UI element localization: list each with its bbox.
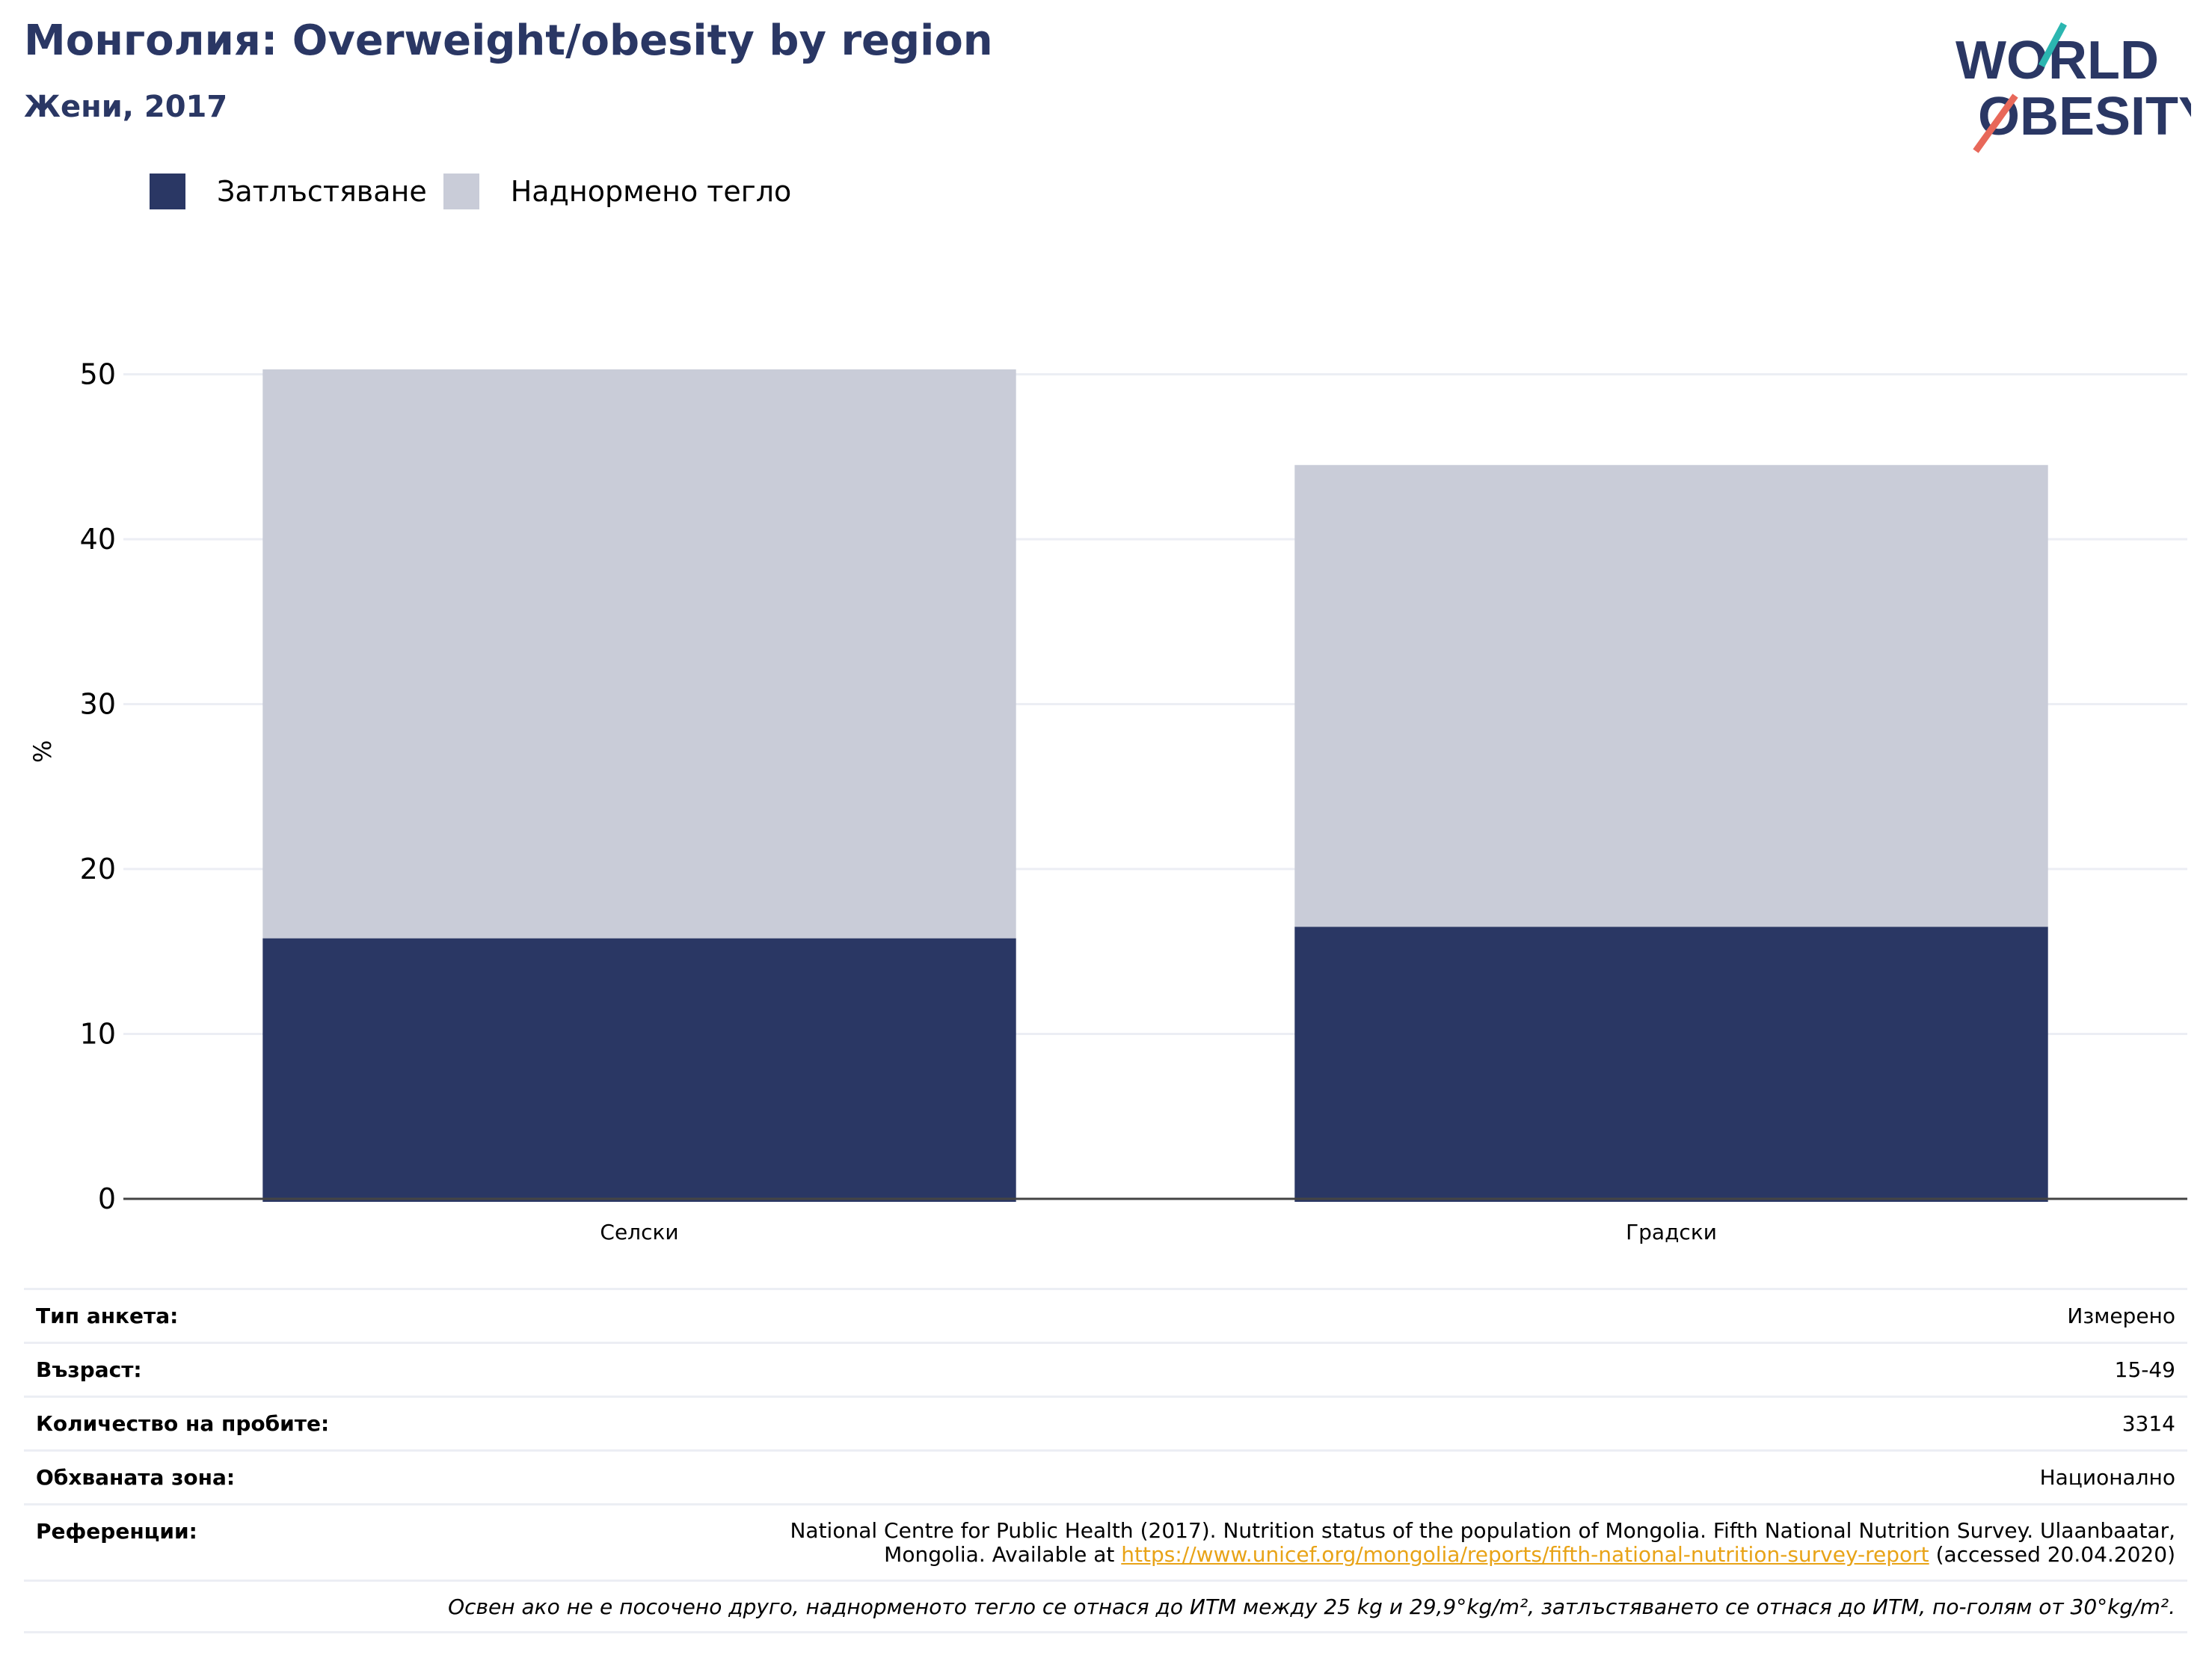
chart-subtitle: Жени, 2017 <box>24 90 228 124</box>
info-row-sample: Количество на пробите: 3314 <box>24 1396 2187 1449</box>
area-label: Обхваната зона: <box>36 1465 236 1490</box>
logo-teal-stroke <box>2039 22 2067 68</box>
survey-info-table: Тип анкета: Измерено Възраст: 15-49 Коли… <box>24 1288 2187 1633</box>
sample-label: Количество на пробите: <box>36 1411 330 1436</box>
y-tick-label: 30 <box>80 688 116 721</box>
info-row-survey-type: Тип анкета: Измерено <box>24 1288 2187 1342</box>
world-obesity-logo: WORLD OBESITY <box>1956 22 2191 153</box>
survey-type-value: Измерено <box>2067 1304 2175 1328</box>
legend-label-obesity: Затлъстяване <box>217 175 427 208</box>
references-label: Референции: <box>36 1519 197 1544</box>
y-tick-label: 20 <box>80 853 116 885</box>
sample-value: 3314 <box>2122 1411 2175 1436</box>
y-tick-label: 40 <box>80 523 116 556</box>
y-tick-label: 0 <box>98 1182 116 1215</box>
y-tick-label: 10 <box>80 1018 116 1051</box>
bar-overweight <box>262 369 1016 939</box>
ref-text-3: (accessed 20.04.2020) <box>1929 1542 2175 1567</box>
chart-title: Монголия: Overweight/obesity by region <box>24 16 993 65</box>
legend-label-overweight: Наднормено тегло <box>510 175 792 208</box>
bar-obesity <box>1294 927 2048 1202</box>
bmi-note: Освен ако не е посочено друго, наднормен… <box>448 1594 2175 1619</box>
legend-swatch-overweight <box>443 174 479 209</box>
bar-overweight <box>1294 464 2048 927</box>
legend-swatch-obesity <box>150 174 185 209</box>
age-label: Възраст: <box>36 1357 142 1382</box>
info-row-age: Възраст: 15-49 <box>24 1342 2187 1396</box>
x-tick-label: Селски <box>600 1220 678 1244</box>
ref-link[interactable]: https://www.unicef.org/mongolia/reports/… <box>1121 1542 1929 1567</box>
legend-item-obesity[interactable]: Затлъстяване <box>150 174 427 209</box>
bar-obesity <box>262 938 1016 1202</box>
info-row-references: Референции: National Centre for Public H… <box>24 1503 2187 1580</box>
info-row-area: Обхваната зона: Национално <box>24 1449 2187 1503</box>
references-value: National Centre for Public Health (2017)… <box>790 1519 2175 1567</box>
logo-line2: OBESITY <box>1978 87 2191 147</box>
y-tick-label: 50 <box>80 358 116 391</box>
legend-item-overweight[interactable]: Наднормено тегло <box>443 174 792 209</box>
info-row-note: Освен ако не е посочено друго, наднормен… <box>24 1580 2187 1633</box>
x-tick-label: Градски <box>1626 1220 1717 1244</box>
age-value: 15-49 <box>2114 1357 2175 1382</box>
ref-text-1: National Centre for Public Health (2017)… <box>790 1518 2175 1543</box>
stacked-bar-chart: 0 10 20 30 40 50 Селски Градски <box>80 358 2187 1244</box>
logo-coral-stroke <box>1973 93 2018 153</box>
area-value: Национално <box>2039 1465 2175 1490</box>
ref-text-2: Mongolia. Available at <box>884 1542 1122 1567</box>
survey-type-label: Тип анкета: <box>36 1304 179 1328</box>
legend: Затлъстяване Наднормено тегло <box>150 172 808 211</box>
